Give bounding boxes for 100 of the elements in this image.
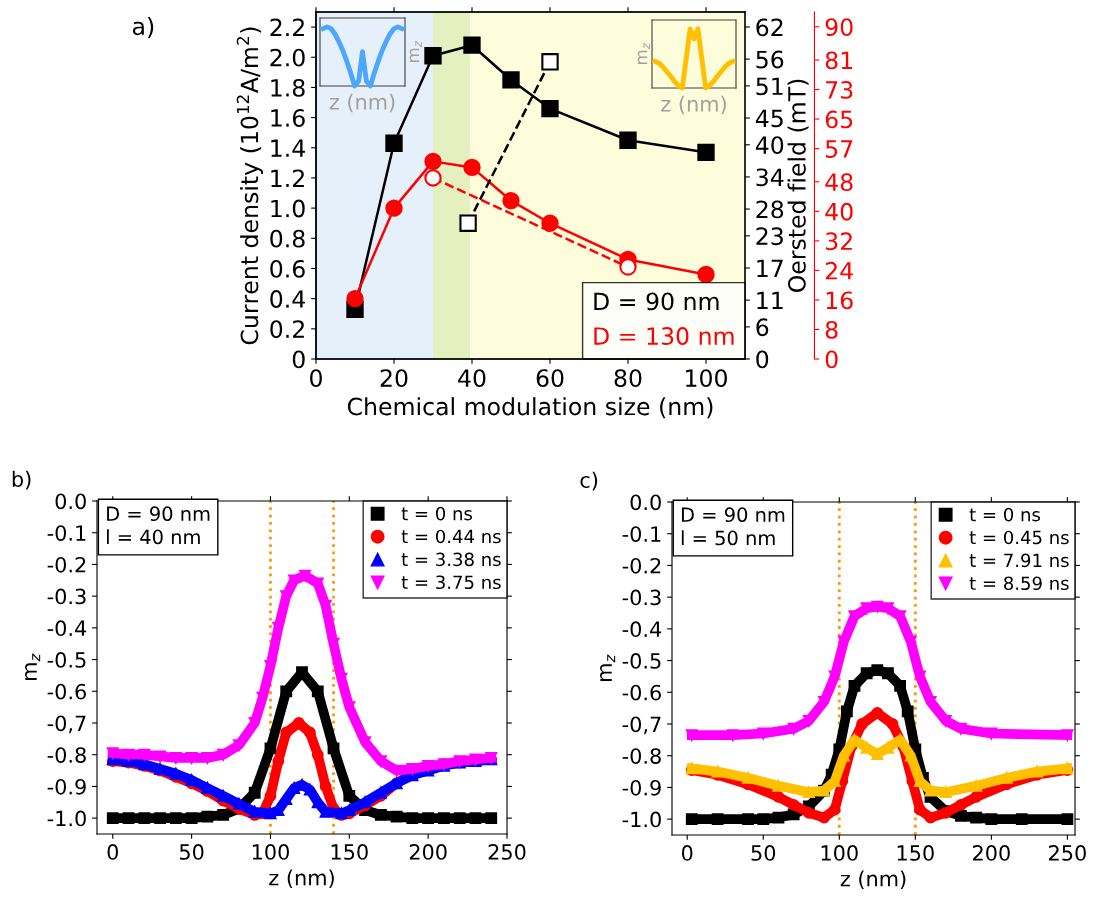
y-axis-title: m$_{z}$ [600,654,616,681]
y-tick-label: -0.1 [47,525,86,541]
y-tick-label: -0.5 [47,652,86,668]
y-tick-label: -0,7 [47,715,86,734]
y2-tick-label: 17 [757,259,783,277]
y-tick-label: -0.2 [47,556,86,573]
y-tick-label: 2.0 [270,48,305,67]
x-tick-label: 80 [614,369,642,387]
y-tick-label: 1.8 [271,78,305,97]
y-tick-label: -0.5 [622,653,661,669]
y-tick-label: -0.8 [622,748,661,764]
y2-tick-label: 40 [755,136,784,155]
y-tick-label: -0.2 [622,557,661,574]
y2-tick-label: 34 [756,168,784,187]
y-tick-label: 0.4 [270,290,305,308]
chart-title: c) [580,471,598,491]
x-tick-label: 150 [897,845,934,861]
legend-label: t = 3.38 ns [401,552,501,567]
y-tick-label: -0.8 [47,747,86,763]
y3-tick-label: 32 [825,232,852,251]
x-tick-label: 100 [686,369,727,387]
x-tick-label: 20 [380,369,408,387]
y-tick-label: 0.0 [55,493,86,510]
y-tick-label: -0,7 [622,716,661,735]
y-tick-label: 0.2 [270,320,304,339]
annotation: l = 50 nm [681,530,775,546]
x-tick-label: 200 [973,845,1010,861]
annotation: D = 90 nm [681,507,785,523]
y2-tick-label: 11 [757,291,783,310]
legend-label: t = 3.75 ns [401,575,501,590]
x-tick-label: 250 [1049,845,1086,861]
y3-tick-label: 24 [825,261,853,280]
y-tick-label: -0.6 [47,683,86,700]
legend-label: t = 8.59 ns [969,576,1069,591]
x-axis-title: z (nm) [840,870,906,890]
x-tick-label: 250 [488,844,526,860]
x-tick-label: 40 [458,369,486,387]
x-axis-title: z (nm) [269,869,334,889]
y-tick-label: 0.8 [270,229,305,248]
y-tick-label: 1.6 [271,109,305,127]
y-tick-label: 0 [292,350,305,369]
x-tick-label: 60 [536,369,564,387]
text: D = 90 nm [594,292,719,311]
y-axis-title: m$_{z}$ [409,40,422,62]
y3-tick-label: 48 [825,173,853,192]
y-tick-label: 0.0 [630,494,661,511]
y-axis-title: Current density (10$^{12}$A/m$^{2}$) [236,27,263,345]
y3-tick-label: 57 [825,140,853,158]
annotation: l = 40 nm [107,529,200,545]
y-tick-label: -0.1 [622,526,661,542]
y-tick-label: -0.6 [622,684,661,701]
y-tick-label: 1.4 [271,139,305,157]
y-tick-label: 1.2 [271,169,304,187]
chart-title: a) [132,16,154,38]
y-tick-label: -0.4 [622,621,662,638]
y2-tick-label: 62 [756,18,783,37]
x-tick-label: 200 [409,844,447,860]
x-tick-label: 50 [751,845,776,861]
annotation: D = 90 nm [107,506,210,522]
x-axis-title: Chemical modulation size (nm) [347,397,713,419]
y-tick-label: -1.0 [47,810,86,827]
x-tick-label: 100 [252,844,289,860]
y3-tick-label: 73 [826,80,853,99]
y2-axis-title: Oersted field (mT) [787,79,809,293]
legend-label: t = 0.45 ns [969,530,1069,545]
y3-tick-label: 0 [825,350,838,369]
y2-tick-label: 56 [756,50,784,69]
y3-tick-label: 40 [825,202,853,221]
y-axis-title: m$_{z}$ [25,653,41,680]
y2-tick-label: 28 [756,200,784,219]
x-tick-label: 0 [310,369,322,387]
y-tick-label: 0.6 [270,259,305,278]
y-tick-label: -0.4 [47,620,87,637]
y-tick-label: -0.9 [47,778,86,795]
legend-label: t = 0 ns [401,506,472,521]
y3-tick-label: 81 [825,51,853,70]
x-tick-label: 0 [107,844,119,860]
y3-tick-label: 8 [825,320,838,339]
chart-title: b) [12,470,31,490]
y2-tick-label: 6 [756,318,769,337]
y3-tick-label: 90 [825,18,853,37]
legend-label: t = 0.44 ns [401,529,501,544]
y3-tick-label: 16 [826,291,853,310]
x-tick-label: 50 [179,844,204,860]
y-tick-label: -0.3 [622,589,661,606]
y-tick-label: -0.3 [47,588,86,605]
x-tick-label: 150 [331,844,368,860]
y-tick-label: -0.9 [622,779,661,796]
y2-tick-label: 23 [756,227,783,246]
legend-label: t = 7.91 ns [969,553,1069,568]
legend-label: t = 0 ns [969,507,1040,522]
y-tick-label: 1.0 [271,199,305,218]
y-axis-title: m$_{z}$ [637,42,650,64]
x-axis-title: z (nm) [661,95,726,115]
y-tick-label: 2.2 [270,18,304,37]
x-axis-title: z (nm) [329,93,395,113]
y2-tick-label: 51 [756,77,783,96]
text: D = 130 nm [594,327,734,345]
x-tick-label: 100 [821,845,858,861]
y3-tick-label: 65 [825,110,853,129]
